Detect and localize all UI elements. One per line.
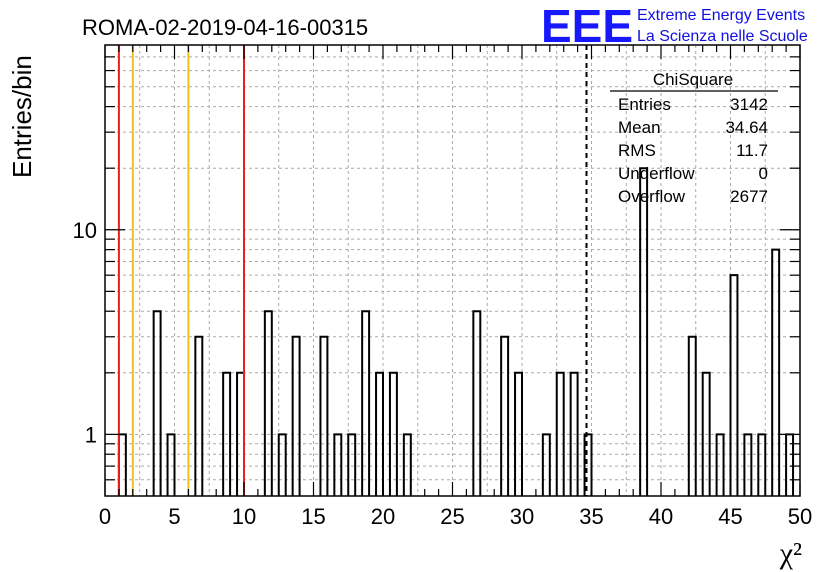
eee-logo: EEE Extreme Energy Events La Scienza nel… bbox=[541, 0, 808, 52]
x-tick-label: 45 bbox=[718, 504, 742, 529]
x-axis-label: χ² bbox=[779, 537, 802, 570]
x-tick-label: 5 bbox=[168, 504, 180, 529]
histogram-bin bbox=[375, 371, 384, 496]
stats-row-label: Underflow bbox=[618, 164, 695, 183]
histogram-bin bbox=[757, 433, 767, 496]
x-tick-label: 20 bbox=[371, 504, 395, 529]
histogram-bin bbox=[729, 274, 739, 496]
y-axis-label: Entries/bin bbox=[7, 55, 37, 178]
stats-row-label: Mean bbox=[618, 118, 661, 137]
stats-row-label: Overflow bbox=[618, 187, 686, 206]
histogram-bin bbox=[291, 335, 301, 496]
x-tick-label: 25 bbox=[440, 504, 464, 529]
histogram-bin bbox=[319, 335, 329, 496]
x-tick-label: 40 bbox=[649, 504, 673, 529]
histogram-bin bbox=[541, 433, 551, 496]
eee-logo-line1: Extreme Energy Events bbox=[637, 7, 805, 24]
histogram-bin bbox=[152, 310, 162, 496]
histogram-bin bbox=[500, 335, 510, 496]
stats-box-title: ChiSquare bbox=[653, 70, 733, 89]
histogram-bin bbox=[347, 433, 357, 496]
histogram-bin bbox=[743, 433, 753, 496]
histogram-bars bbox=[117, 167, 795, 496]
histogram-bin bbox=[771, 248, 781, 496]
x-tick-label: 30 bbox=[510, 504, 534, 529]
stats-row-value: 11.7 bbox=[736, 141, 768, 160]
stats-row-label: RMS bbox=[618, 141, 656, 160]
chart-title: ROMA-02-2019-04-16-00315 bbox=[82, 15, 368, 40]
histogram-bin bbox=[402, 433, 412, 496]
reference-lines bbox=[117, 45, 588, 496]
histogram-bin bbox=[333, 433, 343, 496]
x-tick-label: 10 bbox=[232, 504, 256, 529]
stats-row-value: 34.64 bbox=[725, 118, 768, 137]
x-tick-label: 0 bbox=[99, 504, 111, 529]
histogram-bin bbox=[639, 167, 649, 496]
x-tick-label: 35 bbox=[579, 504, 603, 529]
y-tick-label: 10 bbox=[73, 218, 97, 243]
histogram-bin bbox=[687, 335, 697, 496]
eee-logo-mark: EEE bbox=[541, 0, 633, 52]
stats-row-value: 2677 bbox=[730, 187, 768, 206]
eee-logo-line2: La Scienza nelle Scuole bbox=[637, 28, 808, 45]
x-tick-label: 15 bbox=[301, 504, 325, 529]
histogram-bin bbox=[166, 433, 176, 496]
histogram-bin bbox=[701, 371, 711, 496]
y-tick-labels: 1 10 bbox=[73, 218, 97, 448]
x-tick-labels: 0 5 10 15 20 25 30 35 40 45 50 bbox=[99, 504, 812, 529]
histogram-bin bbox=[222, 371, 232, 496]
stats-row-value: 0 bbox=[759, 164, 768, 183]
histogram-bin bbox=[569, 371, 579, 496]
histogram-bin bbox=[361, 310, 371, 496]
histogram-bin bbox=[194, 335, 204, 496]
grid-lines bbox=[105, 45, 800, 496]
histogram-bin bbox=[472, 310, 482, 496]
histogram-bin bbox=[263, 310, 273, 496]
histogram-bin bbox=[555, 371, 565, 496]
x-tick-label: 50 bbox=[788, 504, 812, 529]
histogram-bin bbox=[388, 371, 398, 496]
stats-box: ChiSquare Entries 3142 Mean 34.64 RMS 11.7 Und… bbox=[610, 70, 778, 206]
histogram-bin bbox=[715, 433, 725, 496]
histogram-bin bbox=[277, 433, 287, 496]
histogram-bin bbox=[583, 433, 593, 496]
stats-row-label: Entries bbox=[618, 95, 671, 114]
axis-ticks bbox=[104, 45, 801, 496]
stats-row-value: 3142 bbox=[730, 95, 768, 114]
histogram-bin bbox=[514, 371, 523, 496]
y-tick-label: 1 bbox=[85, 422, 97, 447]
